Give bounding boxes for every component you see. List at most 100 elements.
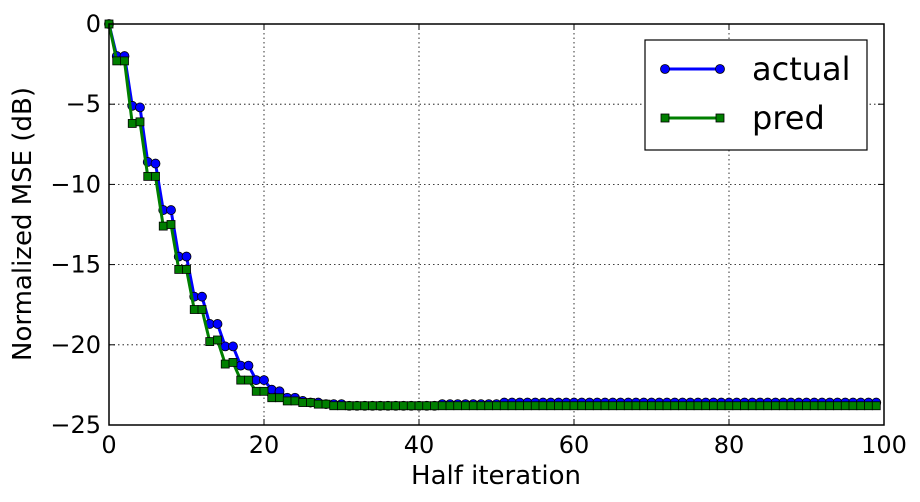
- grid-lines: [109, 24, 884, 425]
- data-point-pred: [375, 401, 385, 411]
- y-tick-label: 0: [86, 10, 101, 38]
- data-point-pred: [306, 398, 315, 407]
- data-point-actual: [166, 205, 176, 215]
- legend-label-actual: actual: [752, 50, 851, 88]
- data-point-pred: [786, 401, 796, 411]
- data-point-actual: [243, 360, 254, 371]
- data-point-actual: [212, 319, 223, 329]
- data-point-pred: [228, 358, 238, 367]
- data-point-pred: [654, 401, 664, 411]
- data-point-pred: [546, 401, 556, 411]
- data-point-pred: [259, 386, 269, 396]
- x-tick-label: 40: [404, 431, 435, 459]
- data-point-pred: [840, 401, 850, 411]
- data-point-pred: [151, 171, 160, 181]
- data-point-pred: [251, 386, 261, 396]
- legend-label-pred: pred: [752, 99, 825, 137]
- data-point-pred: [344, 401, 354, 411]
- x-axis-label: Half iteration: [411, 461, 581, 491]
- data-point-pred: [166, 220, 176, 229]
- data-point-pred: [437, 401, 447, 411]
- legend-marker-actual: [660, 64, 670, 74]
- data-point-pred: [422, 401, 432, 411]
- data-point-actual: [197, 291, 207, 302]
- data-point-pred: [530, 401, 540, 411]
- data-point-pred: [561, 401, 571, 411]
- data-point-pred: [205, 337, 215, 346]
- y-tick-label: −10: [50, 170, 101, 198]
- legend: actual pred: [644, 39, 868, 151]
- data-point-pred: [430, 401, 439, 411]
- data-point-pred: [732, 401, 742, 411]
- data-point-pred: [623, 401, 633, 411]
- x-tick-label: 20: [249, 431, 280, 459]
- data-point-pred: [383, 401, 393, 411]
- data-point-pred: [848, 401, 858, 411]
- data-point-pred: [313, 399, 323, 409]
- data-point-pred: [120, 56, 129, 66]
- data-point-pred: [716, 401, 726, 411]
- data-point-pred: [352, 401, 362, 411]
- data-point-pred: [476, 401, 486, 411]
- data-point-pred: [321, 399, 331, 409]
- data-point-pred: [275, 393, 284, 403]
- data-point-pred: [592, 401, 602, 411]
- legend-marker-pred: [660, 113, 670, 123]
- data-point-pred: [492, 401, 501, 411]
- series-layer: [104, 19, 882, 411]
- data-point-actual: [228, 341, 238, 352]
- y-tick-label: −15: [50, 251, 101, 279]
- data-point-pred: [616, 401, 625, 411]
- data-point-actual: [259, 375, 269, 385]
- data-point-pred: [763, 401, 773, 411]
- x-tick-label: 80: [714, 431, 745, 459]
- data-point-pred: [825, 401, 835, 411]
- data-point-pred: [778, 401, 788, 411]
- data-point-actual: [135, 102, 145, 113]
- data-point-pred: [747, 401, 757, 411]
- data-point-pred: [771, 401, 780, 411]
- data-point-pred: [399, 401, 408, 411]
- y-tick-label: −5: [66, 90, 101, 118]
- data-point-pred: [329, 401, 339, 411]
- y-axis-label: Normalized MSE (dB): [8, 87, 38, 361]
- data-point-pred: [337, 401, 346, 411]
- legend-marker-pred: [715, 113, 725, 123]
- legend-box: [644, 39, 868, 151]
- data-point-pred: [220, 359, 230, 369]
- data-point-pred: [143, 171, 153, 181]
- x-tick-label: 100: [861, 431, 907, 459]
- y-tick-label: −20: [50, 331, 101, 359]
- data-point-pred: [445, 401, 455, 411]
- data-point-pred: [833, 401, 842, 411]
- data-point-pred: [468, 401, 478, 411]
- data-point-pred: [871, 401, 881, 411]
- data-point-pred: [554, 401, 563, 411]
- data-point-pred: [461, 401, 470, 411]
- data-point-pred: [608, 401, 618, 411]
- data-point-pred: [267, 393, 277, 403]
- data-point-pred: [406, 401, 416, 411]
- data-point-pred: [174, 265, 184, 274]
- data-point-pred: [135, 117, 145, 127]
- data-point-pred: [290, 396, 300, 406]
- data-point-pred: [755, 401, 765, 411]
- legend-marker-actual: [715, 64, 725, 74]
- data-point-pred: [244, 375, 253, 385]
- data-point-pred: [112, 56, 122, 66]
- data-point-pred: [523, 401, 532, 411]
- data-point-pred: [724, 401, 734, 411]
- data-point-pred: [670, 401, 680, 411]
- data-point-pred: [515, 401, 525, 411]
- data-point-pred: [809, 401, 819, 411]
- data-point-pred: [794, 401, 804, 411]
- data-point-pred: [158, 221, 168, 231]
- axis-ticks: 0 20 40 60 80 100 0 −5 −10 −15 −20 −25: [50, 10, 907, 459]
- data-point-pred: [484, 401, 494, 411]
- data-point-pred: [577, 401, 587, 411]
- data-point-pred: [569, 401, 579, 411]
- data-point-pred: [538, 401, 548, 411]
- data-point-pred: [236, 375, 246, 385]
- data-point-pred: [693, 401, 703, 411]
